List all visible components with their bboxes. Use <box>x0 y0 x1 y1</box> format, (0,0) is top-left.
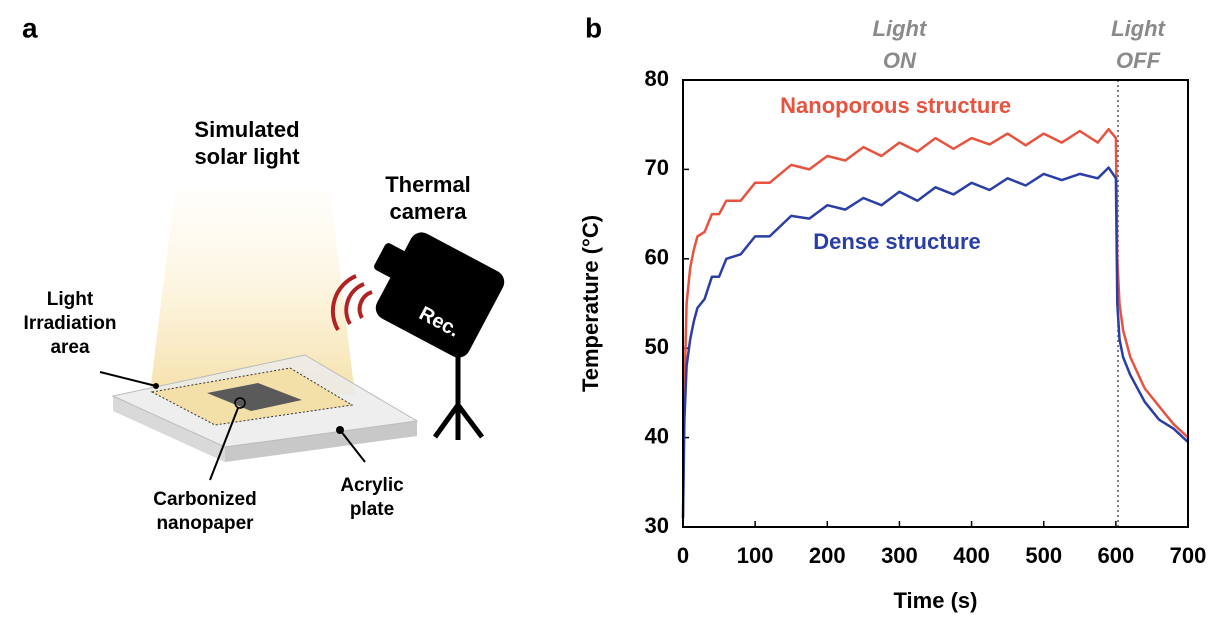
tripod <box>458 405 482 437</box>
y-tick-label: 80 <box>645 66 669 91</box>
legend-label: Nanoporous structure <box>780 93 1011 118</box>
x-axis-label: Time (s) <box>894 588 978 613</box>
x-tick-label: 300 <box>881 543 918 568</box>
figure: a Rec. Simulated solar light Thermal cam… <box>0 0 1219 619</box>
annotation: Light <box>873 16 928 41</box>
y-tick-label: 60 <box>645 245 669 270</box>
light-label: solar light <box>194 144 300 169</box>
panel-letter: b <box>585 12 602 43</box>
paper-label: nanopaper <box>156 513 254 534</box>
camera-label: camera <box>389 199 467 224</box>
plate-label: Acrylic <box>340 475 404 496</box>
legend-label: Dense structure <box>813 229 981 254</box>
x-tick-label: 500 <box>1025 543 1062 568</box>
camera: Rec. <box>354 219 509 362</box>
series-line <box>683 168 1188 518</box>
y-tick-label: 30 <box>645 513 669 538</box>
panel-a: a Rec. Simulated solar light Thermal cam… <box>22 12 508 534</box>
x-tick-label: 100 <box>737 543 774 568</box>
x-tick-label: 0 <box>677 543 689 568</box>
annotation: OFF <box>1116 48 1161 73</box>
y-tick-label: 70 <box>645 155 669 180</box>
x-tick-label: 200 <box>809 543 846 568</box>
annotation: Light <box>1111 16 1166 41</box>
plate-label: plate <box>350 499 394 520</box>
y-axis-label: Temperature (°C) <box>578 215 603 392</box>
annotation: ON <box>883 48 917 73</box>
x-tick-label: 600 <box>1097 543 1134 568</box>
plot-frame <box>683 80 1188 527</box>
camera-label: Thermal <box>385 172 471 197</box>
x-tick-label: 400 <box>953 543 990 568</box>
x-tick-label: 700 <box>1170 543 1207 568</box>
paper-label: Carbonized <box>153 489 256 510</box>
tripod <box>435 405 458 437</box>
light-beam <box>150 190 355 395</box>
y-tick-label: 50 <box>645 334 669 359</box>
area-label: Irradiation <box>24 313 117 334</box>
pointer <box>100 372 156 386</box>
light-label: Simulated <box>194 117 299 142</box>
area-label: area <box>50 337 90 358</box>
area-label: Light <box>47 289 94 310</box>
panel-letter: a <box>22 12 38 43</box>
y-tick-label: 40 <box>645 423 669 448</box>
